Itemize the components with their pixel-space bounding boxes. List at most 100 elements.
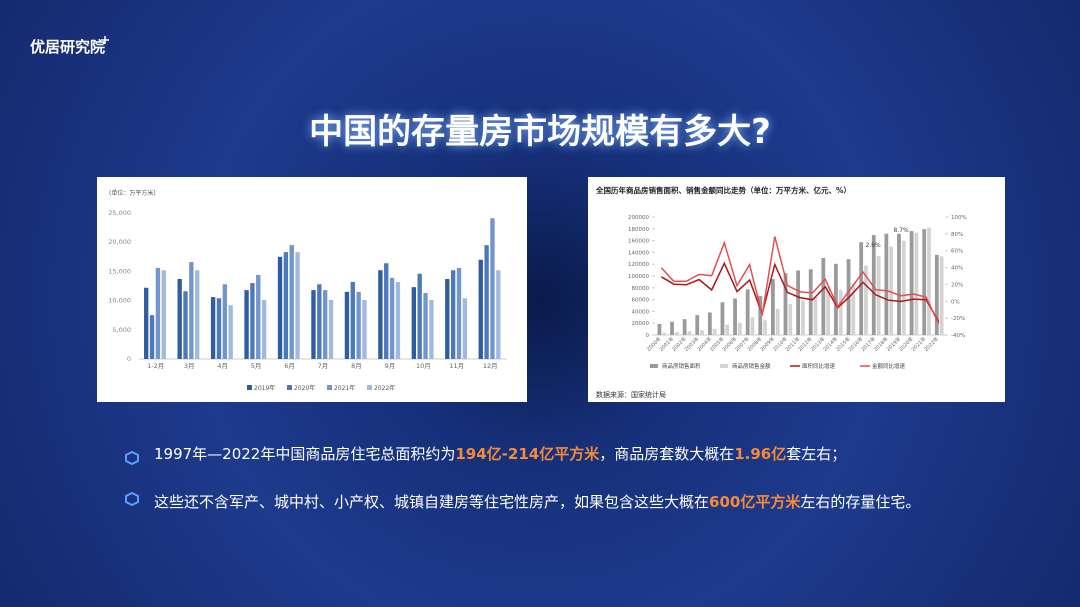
bar	[670, 321, 674, 335]
bar	[490, 218, 495, 359]
bar	[745, 289, 750, 335]
bar	[682, 319, 687, 335]
y2-tick-label: 100%	[951, 215, 967, 221]
y-tick-label: 180000	[628, 227, 649, 233]
bar	[662, 332, 667, 335]
y2-tick-label: -40%	[951, 333, 965, 339]
bar	[813, 296, 818, 335]
x-tick-label: 1-2月	[147, 362, 164, 370]
bar	[216, 298, 222, 359]
bar	[737, 322, 742, 335]
bar	[411, 287, 417, 359]
y2-tick-label: 40%	[951, 266, 963, 272]
bar	[707, 312, 712, 335]
y-tick-label: 10,000	[108, 297, 131, 305]
bar	[763, 320, 767, 335]
bullet-text: 这些还不含军产、城中村、小产权、城镇自建房等住宅性房产，如果包含这些大概在600…	[154, 491, 920, 512]
y-tick-label: 160000	[628, 239, 649, 245]
bullet-text: 1997年—2022年中国商品房住宅总面积约为194亿-214亿平方米，商品房套…	[154, 443, 846, 464]
bar	[775, 308, 780, 335]
bar	[323, 290, 328, 359]
highlight-text: 1.96亿	[734, 445, 787, 463]
bar	[445, 278, 450, 359]
bar	[901, 240, 906, 335]
bar	[183, 291, 188, 359]
bar	[914, 232, 919, 335]
bar	[496, 270, 501, 359]
legend-swatch	[327, 385, 332, 390]
bar	[783, 273, 788, 335]
legend-label: 金额同比增速	[872, 362, 906, 370]
highlight-text: 194亿-214亿平方米	[455, 445, 600, 463]
x-tick-label: 9月	[385, 362, 396, 370]
bar	[356, 291, 361, 359]
bar	[758, 296, 763, 335]
x-tick-label: 11月	[449, 362, 464, 370]
bar	[771, 279, 775, 335]
bar	[289, 245, 294, 359]
x-tick-label: 4月	[217, 362, 228, 370]
bar	[695, 315, 700, 335]
source-note: 数据来源：国家统计局	[596, 390, 666, 399]
bar	[328, 300, 334, 359]
bar	[384, 263, 389, 359]
bar	[864, 265, 868, 335]
bullet-icon	[125, 492, 139, 506]
y-tick-label: 100000	[628, 274, 649, 280]
bar	[801, 300, 805, 335]
legend-swatch	[247, 385, 252, 390]
y-tick-label: 40000	[632, 309, 650, 315]
y-tick-label: 5,000	[112, 326, 131, 334]
bar	[195, 270, 200, 359]
bar	[161, 270, 166, 359]
bar	[423, 293, 428, 359]
y-tick-label: 120000	[628, 262, 649, 268]
legend-swatch	[367, 385, 372, 390]
legend-swatch	[650, 364, 658, 368]
legend-label: 2022年	[374, 384, 395, 392]
bar	[700, 330, 704, 335]
bar	[851, 283, 856, 335]
x-tick-label: 10月	[416, 362, 431, 370]
bar	[462, 298, 468, 359]
bar	[189, 262, 194, 359]
legend-swatch	[287, 385, 292, 390]
bar	[222, 284, 227, 359]
y2-tick-label: 20%	[951, 282, 963, 288]
bar	[177, 278, 182, 359]
bar	[838, 289, 843, 335]
x-tick-label: 2022年	[923, 335, 940, 352]
y-tick-label: 0	[127, 355, 131, 363]
chart-panel: 全国历年商品房销售面积、销售金额同比走势（单位：万平方米、亿元、%） 0 20000…	[588, 177, 1005, 402]
text: 套左右；	[786, 445, 847, 463]
bar	[395, 281, 401, 359]
bar	[283, 252, 289, 359]
bar	[295, 252, 300, 359]
bar	[934, 254, 939, 335]
brand-logo: 优居研究院	[30, 38, 106, 56]
text: ，商品房套数大概在	[599, 445, 735, 463]
bar	[344, 291, 350, 359]
text: 这些还不含军产、城中村、小产权、城镇自建房等住宅性房产，如果包含这些大概在	[154, 493, 710, 511]
bar	[889, 246, 894, 335]
bar	[311, 290, 316, 359]
bar	[261, 300, 267, 359]
bar	[210, 297, 216, 359]
slide-title: 中国的存量房市场规模有多大?	[309, 112, 771, 152]
bar	[317, 284, 322, 359]
bar	[350, 281, 355, 359]
bar	[149, 315, 155, 359]
text: 左右的存量住宅。	[800, 493, 921, 511]
bar	[927, 227, 931, 335]
highlight-text: 600亿平方米	[709, 493, 801, 511]
bar	[712, 328, 717, 335]
bar	[256, 274, 261, 359]
y2-tick-label: 0%	[951, 299, 960, 305]
bar	[871, 235, 876, 335]
bar	[796, 270, 800, 335]
bar	[859, 242, 864, 335]
bar	[788, 303, 793, 335]
bar	[808, 269, 813, 335]
bar	[362, 300, 367, 359]
bar	[277, 256, 283, 359]
